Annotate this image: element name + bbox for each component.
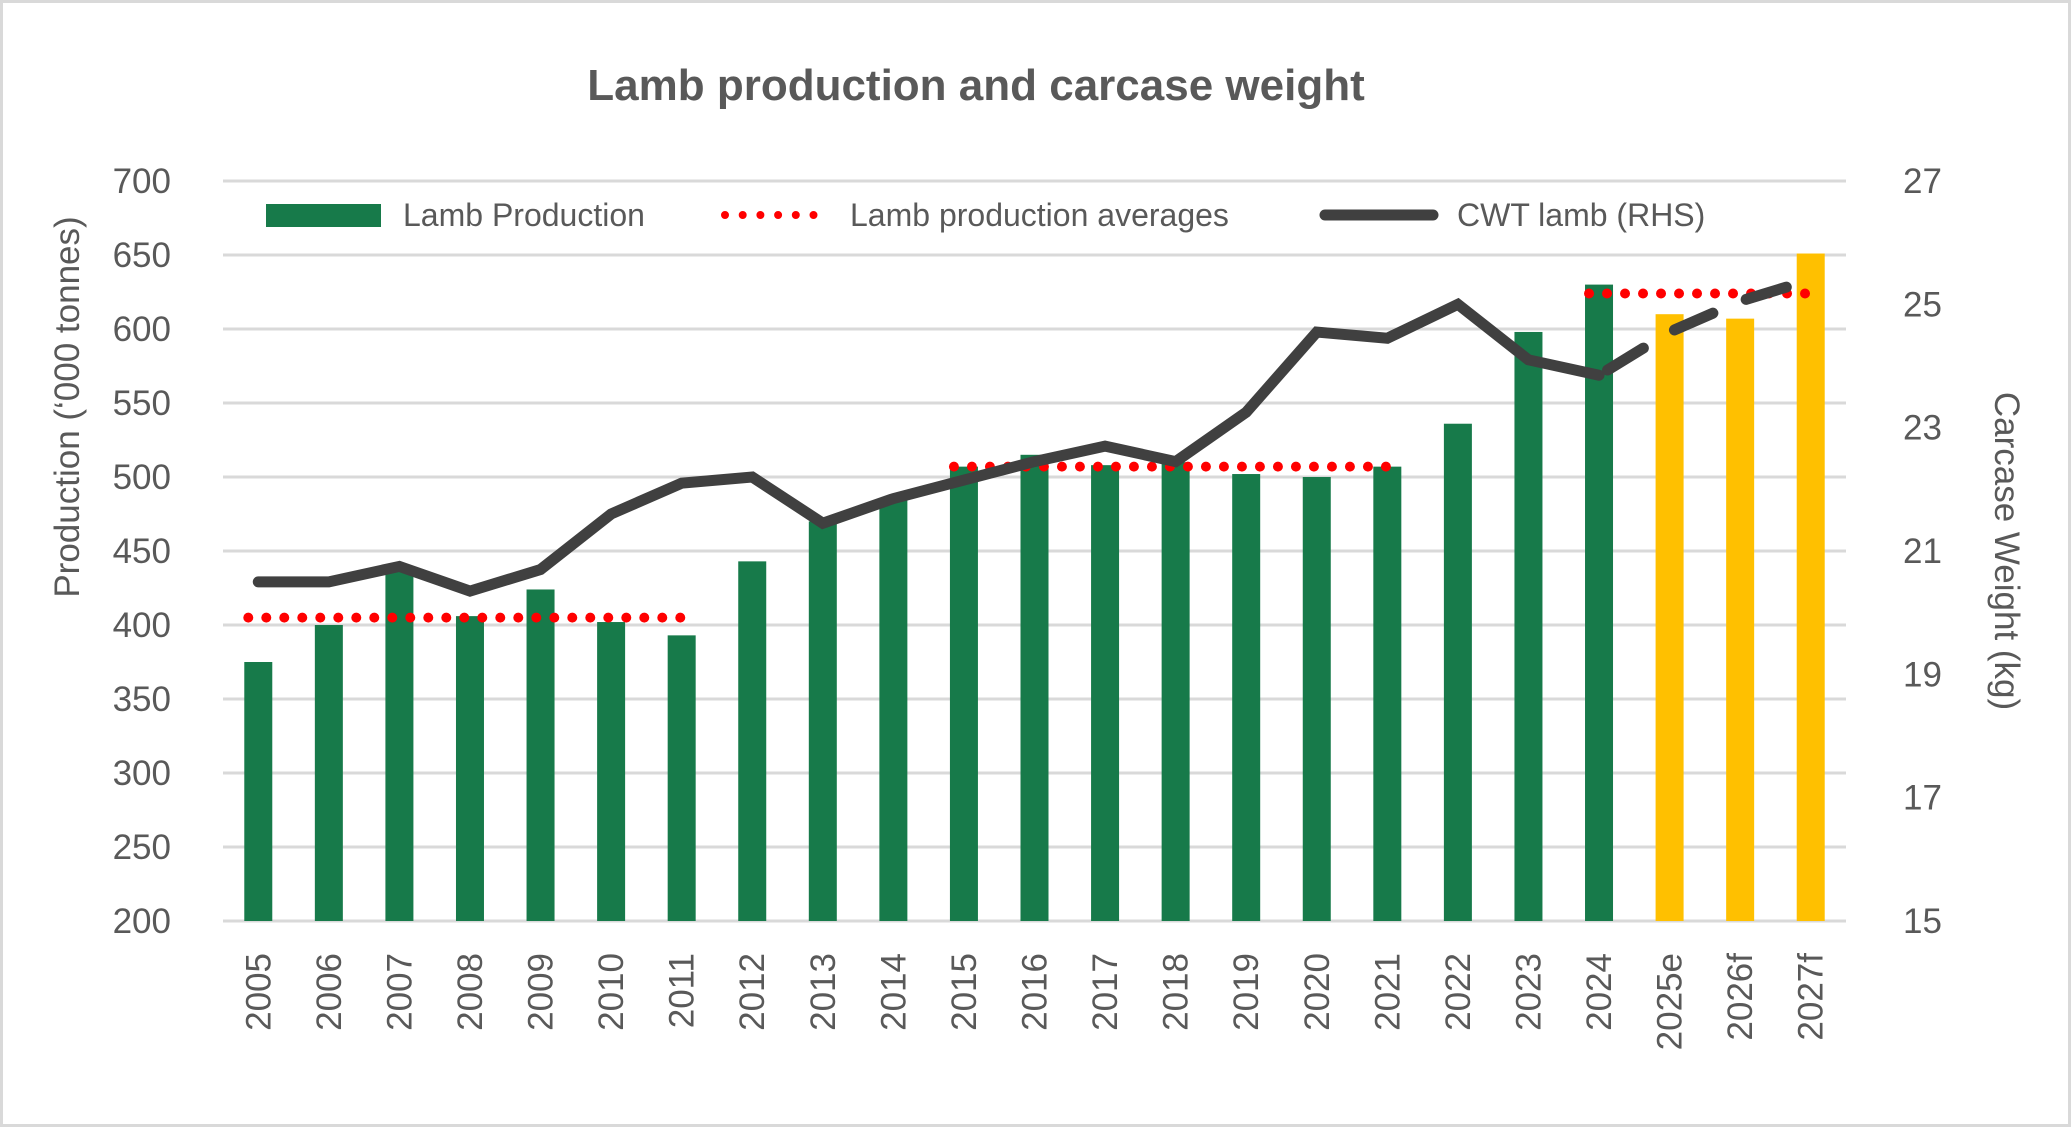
bar-2021	[1373, 467, 1401, 921]
x-tick-label: 2024	[1580, 953, 1619, 1031]
bar-2016	[1021, 455, 1049, 921]
x-tick-label: 2019	[1227, 953, 1266, 1031]
y2-tick-label: 23	[1903, 409, 1942, 448]
combo-chart: Lamb production and carcase weight 200 25…	[3, 3, 2071, 1130]
x-tick-label: 2011	[663, 953, 702, 1028]
bar-2027f	[1797, 254, 1825, 921]
legend-label-cwt: CWT lamb (RHS)	[1457, 197, 1705, 233]
x-tick-label: 2005	[239, 953, 278, 1031]
y-tick-label: 200	[113, 902, 171, 941]
x-tick-label: 2008	[451, 953, 490, 1031]
y-tick-label: 500	[113, 458, 171, 497]
bar-2026f	[1726, 319, 1754, 921]
chart-title: Lamb production and carcase weight	[587, 61, 1365, 110]
bar-2019	[1232, 474, 1260, 921]
bar-2023	[1514, 332, 1542, 921]
bar-2015	[950, 467, 978, 921]
x-tick-label: 2012	[733, 953, 772, 1031]
bar-2020	[1303, 477, 1331, 921]
bar-2007	[385, 572, 413, 921]
legend-label-averages: Lamb production averages	[850, 197, 1229, 233]
x-axis-ticks: 2005 2006 2007 2008 2009 2010 2011 2012 2013 2014…	[239, 953, 1830, 1051]
bar-2006	[315, 625, 343, 921]
x-tick-label: 2007	[380, 953, 419, 1031]
legend-swatch-lamb-production	[266, 204, 381, 227]
y2-tick-label: 21	[1903, 532, 1942, 571]
y2-tick-label: 27	[1903, 162, 1942, 201]
legend-label-lamb-production: Lamb Production	[403, 197, 645, 233]
y2-tick-label: 19	[1903, 655, 1942, 694]
bar-2014	[879, 499, 907, 921]
x-tick-label: 2015	[945, 953, 984, 1031]
bar-2013	[809, 521, 837, 921]
bar-2018	[1162, 462, 1190, 921]
left-axis-ticks: 200 250 300 350 400 450 500 550 600 650 700	[113, 162, 171, 941]
y-tick-label: 650	[113, 236, 171, 275]
bar-2008	[456, 616, 484, 921]
y-tick-label: 600	[113, 310, 171, 349]
x-tick-label: 2023	[1509, 953, 1548, 1031]
x-tick-label: 2020	[1298, 953, 1337, 1031]
bar-2011	[668, 635, 696, 921]
x-tick-label: 2010	[592, 953, 631, 1031]
y-tick-label: 700	[113, 162, 171, 201]
bar-2022	[1444, 424, 1472, 921]
x-tick-label: 2016	[1016, 953, 1055, 1031]
y-tick-label: 350	[113, 680, 171, 719]
y2-tick-label: 15	[1903, 902, 1942, 941]
y-tick-label: 300	[113, 754, 171, 793]
y-tick-label: 400	[113, 606, 171, 645]
x-tick-label: 2026f	[1721, 953, 1760, 1041]
y-tick-label: 250	[113, 828, 171, 867]
y2-tick-label: 25	[1903, 285, 1942, 324]
x-tick-label: 2013	[804, 953, 843, 1031]
bar-2009	[527, 589, 555, 921]
x-tick-label: 2022	[1439, 953, 1478, 1031]
y-axis-title: Production (‘000 tonnes)	[48, 216, 87, 597]
y2-tick-label: 17	[1903, 779, 1942, 818]
bar-2025e	[1656, 314, 1684, 921]
bar-2010	[597, 622, 625, 921]
right-axis-ticks: 15 17 19 21 23 25 27	[1903, 162, 1942, 941]
x-tick-label: 2014	[874, 953, 913, 1031]
y-tick-label: 550	[113, 384, 171, 423]
x-tick-label: 2025e	[1651, 953, 1690, 1050]
x-tick-label: 2021	[1368, 953, 1407, 1031]
y2-axis-title: Carcase Weight (kg)	[1987, 392, 2026, 710]
cwt-line-forecast	[1599, 280, 1811, 376]
x-tick-label: 2027f	[1792, 953, 1831, 1041]
legend: Lamb Production Lamb production averages…	[266, 197, 1705, 233]
y-tick-label: 450	[113, 532, 171, 571]
x-tick-label: 2018	[1157, 953, 1196, 1031]
x-tick-label: 2009	[522, 953, 561, 1031]
bar-2012	[738, 561, 766, 921]
x-tick-label: 2006	[310, 953, 349, 1031]
bar-2017	[1091, 465, 1119, 921]
bar-2005	[244, 662, 272, 921]
x-tick-label: 2017	[1086, 953, 1125, 1031]
